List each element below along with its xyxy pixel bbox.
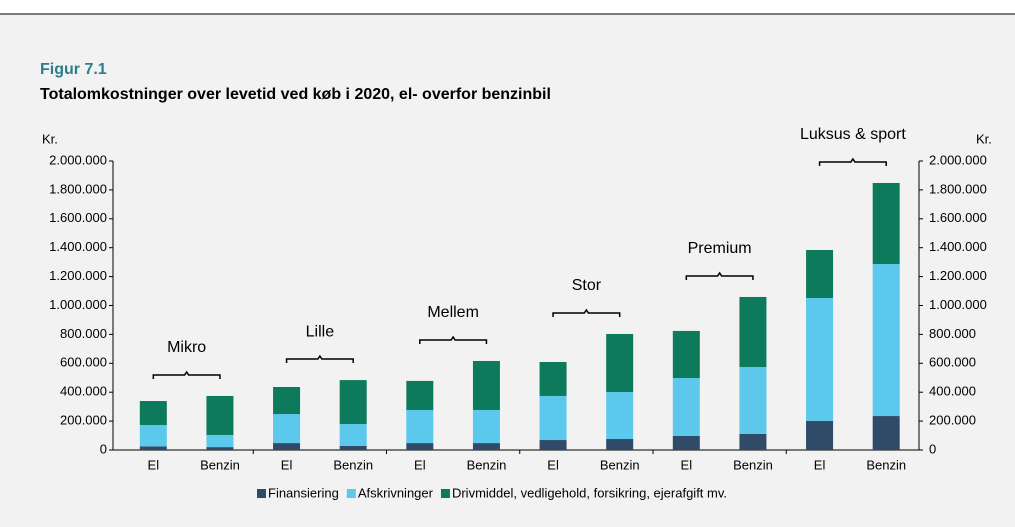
bar-segment <box>872 182 900 265</box>
y2-tick-label: 0 <box>929 441 936 456</box>
y-tick-label: 1.400.000 <box>49 239 107 254</box>
x-tick-label: Benzin <box>866 457 906 472</box>
group-brace <box>818 157 887 166</box>
x-tick-label: Benzin <box>467 457 507 472</box>
y2-tick-label: 1.600.000 <box>929 210 987 225</box>
bar-segment <box>739 433 767 450</box>
group-label: Lille <box>306 323 335 340</box>
bar-segment <box>472 409 500 444</box>
y-tick-label: 1.800.000 <box>49 181 107 196</box>
y-tick-label: 600.000 <box>60 355 107 370</box>
group-brace <box>552 308 621 317</box>
legend-swatch <box>346 489 356 498</box>
bar-segment <box>806 250 834 298</box>
x-tick-label: El <box>814 457 826 472</box>
bar-segment <box>206 395 234 435</box>
background <box>0 14 1015 527</box>
y-tick-label: 400.000 <box>60 384 107 399</box>
bar-segment <box>406 443 434 450</box>
bar-segment <box>273 386 301 415</box>
bar-segment <box>206 434 234 448</box>
group-label: Premium <box>688 240 752 257</box>
bar-segment <box>339 445 367 450</box>
x-tick-label: El <box>281 457 293 472</box>
group-label: Mikro <box>167 339 206 356</box>
bar-segment <box>739 296 767 368</box>
group-label: Luksus & sport <box>800 126 906 143</box>
y-tick-label: 1.600.000 <box>49 210 107 225</box>
bar-segment <box>806 420 834 450</box>
x-tick-label: Benzin <box>733 457 773 472</box>
y-tick-label: 1.000.000 <box>49 297 107 312</box>
y2-axis-label: Kr. <box>976 131 992 146</box>
x-tick-label: Benzin <box>200 457 240 472</box>
bar-segment <box>539 395 567 441</box>
bar-segment <box>539 361 567 396</box>
y2-tick-label: 600.000 <box>929 355 976 370</box>
y2-tick-label: 1.200.000 <box>929 268 987 283</box>
x-tick-label: El <box>681 457 693 472</box>
bar-segment <box>339 380 367 424</box>
legend-swatch <box>257 489 266 498</box>
bar-segment <box>139 401 167 426</box>
bar-segment <box>206 447 234 450</box>
y-tick-label: 2.000.000 <box>49 152 107 167</box>
legend-label: Finansiering <box>268 485 339 500</box>
bar-segment <box>539 440 567 450</box>
group-label: Stor <box>572 277 602 294</box>
bar-segment <box>672 435 700 450</box>
chart-title: Totalomkostninger over levetid ved køb i… <box>40 86 551 103</box>
x-tick-label: El <box>547 457 559 472</box>
bar-segment <box>806 297 834 421</box>
y2-tick-label: 1.400.000 <box>929 239 987 254</box>
group-brace <box>152 370 221 379</box>
figure-label: Figur 7.1 <box>40 61 107 78</box>
bar-segment <box>672 330 700 379</box>
bar-segment <box>606 439 634 450</box>
bar-segment <box>139 425 167 447</box>
bar-segment <box>139 446 167 450</box>
y-axis-label: Kr. <box>42 131 58 146</box>
x-tick-label: El <box>414 457 426 472</box>
bar-segment <box>472 443 500 450</box>
bar-segment <box>606 333 634 393</box>
bar-segment <box>472 360 500 410</box>
y-tick-label: 0 <box>100 441 107 456</box>
y-tick-label: 1.200.000 <box>49 268 107 283</box>
group-brace <box>685 271 754 280</box>
bar-segment <box>872 264 900 417</box>
group-label: Mellem <box>427 304 479 321</box>
x-tick-label: Benzin <box>333 457 373 472</box>
bar-segment <box>273 443 301 450</box>
y2-tick-label: 800.000 <box>929 326 976 341</box>
y-tick-label: 800.000 <box>60 326 107 341</box>
legend-swatch <box>440 489 450 498</box>
y2-tick-label: 200.000 <box>929 413 976 428</box>
group-brace <box>285 354 354 364</box>
group-brace <box>419 335 488 344</box>
y2-tick-label: 1.800.000 <box>929 181 987 196</box>
bar-segment <box>339 423 367 446</box>
y-tick-label: 200.000 <box>60 413 107 428</box>
x-tick-label: Benzin <box>600 457 640 472</box>
y2-tick-label: 400.000 <box>929 384 976 399</box>
bar-segment <box>606 392 634 440</box>
bar-segment <box>406 380 434 410</box>
bar-segment <box>872 416 900 450</box>
y2-tick-label: 1.000.000 <box>929 297 987 312</box>
bar-segment <box>273 414 301 444</box>
x-tick-label: El <box>148 457 160 472</box>
bar-segment <box>739 367 767 434</box>
y2-tick-label: 2.000.000 <box>929 152 987 167</box>
legend-label: Afskrivninger <box>358 485 434 500</box>
bar-segment <box>406 409 434 444</box>
legend-label: Drivmiddel, vedligehold, forsikring, eje… <box>452 485 727 500</box>
bar-segment <box>672 378 700 436</box>
